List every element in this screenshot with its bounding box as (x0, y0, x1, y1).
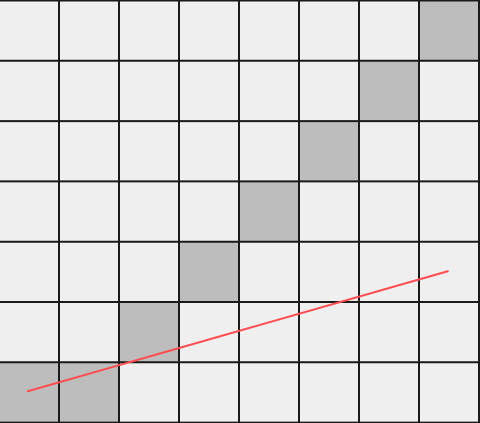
highlighted-cell (179, 241, 239, 302)
highlighted-cell (239, 181, 299, 242)
highlighted-cell (419, 0, 479, 61)
red-segment-layer (26, 270, 449, 393)
red-line-segment (26, 270, 449, 393)
highlighted-cell (0, 362, 59, 423)
highlighted-cell (299, 121, 359, 182)
highlighted-cell (59, 362, 119, 423)
highlighted-cell (119, 302, 179, 363)
highlighted-cell (359, 60, 419, 122)
